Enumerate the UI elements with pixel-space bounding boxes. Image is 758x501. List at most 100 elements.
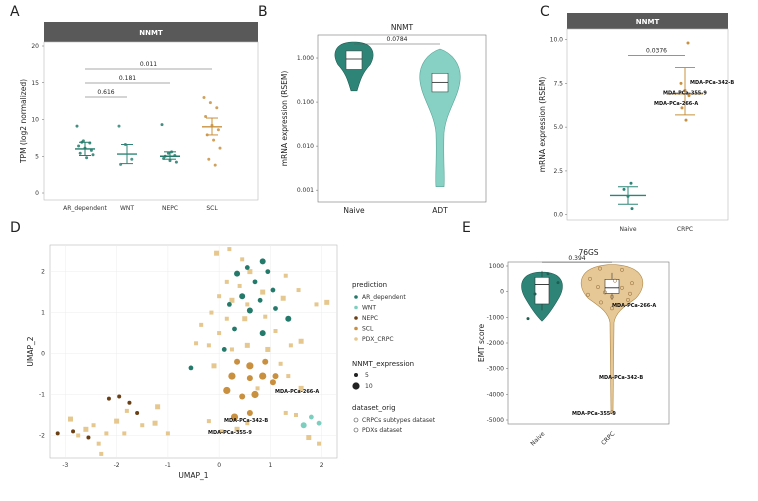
pdx-square-d — [124, 408, 129, 413]
pdx-square-d — [114, 418, 120, 424]
y-tick-label-a: 10 — [31, 117, 39, 124]
pdx-square-d — [165, 431, 170, 436]
data-point-e — [546, 272, 550, 276]
x-tick-label-a: NEPC — [162, 205, 178, 212]
x-tick-label-a: SCL — [206, 205, 218, 212]
violin-adt-b — [419, 48, 461, 187]
panel-label-b: B — [258, 4, 268, 20]
pdx-square-d — [288, 343, 293, 348]
x-tick-label-e: CRPC — [600, 430, 616, 446]
data-point-a — [166, 151, 170, 155]
data-point-d — [71, 429, 76, 434]
data-point-e — [610, 306, 614, 311]
strip-c — [567, 13, 728, 29]
data-point-d — [234, 358, 241, 365]
legend-marker-d — [354, 326, 358, 331]
pdx-square-d — [286, 374, 291, 379]
data-point-d — [270, 287, 276, 293]
data-point-e — [628, 291, 632, 296]
legend-size-marker-d — [352, 382, 360, 390]
data-point-e — [526, 317, 530, 321]
p-value-a: 0.011 — [140, 61, 157, 68]
p-value-b: 0.0784 — [387, 36, 408, 43]
pdx-square-d — [242, 316, 248, 322]
pdx-square-d — [229, 347, 234, 352]
data-point-a — [218, 146, 222, 150]
y-tick-label-e: -2000 — [487, 340, 505, 347]
legend-marker-d — [354, 316, 358, 320]
x-tick-label-d: -3 — [62, 462, 68, 469]
data-point-c — [686, 41, 690, 45]
point-annotation-e: MDA-PCa-342-B — [599, 375, 643, 381]
data-point-a — [160, 123, 164, 127]
data-point-d — [285, 315, 292, 322]
data-point-e — [556, 281, 560, 285]
pdx-square-d — [206, 343, 211, 348]
data-point-a — [75, 124, 79, 128]
pdx-square-d — [314, 302, 319, 307]
box-e — [534, 276, 550, 305]
data-point-e — [599, 300, 603, 305]
pdx-square-d — [206, 419, 211, 424]
data-point-d — [257, 297, 263, 303]
pdx-square-d — [255, 386, 260, 391]
data-point-a — [78, 151, 82, 155]
data-point-d — [265, 269, 271, 275]
y-axis-label-e: EMT score — [477, 323, 486, 362]
data-point-d — [234, 270, 241, 277]
pdx-square-d — [237, 283, 242, 288]
pdx-square-d — [245, 421, 250, 426]
pdx-square-d — [217, 294, 222, 299]
data-point-e — [626, 297, 630, 302]
x-tick-label-d: 0 — [217, 462, 221, 469]
y-tick-label-a: 15 — [31, 80, 39, 87]
data-point-e — [588, 276, 592, 281]
y-tick-label-e: -5000 — [487, 417, 505, 424]
pdx-square-d — [219, 429, 224, 434]
pdx-square-d — [214, 250, 220, 256]
data-point-d — [239, 393, 246, 400]
pdx-square-d — [234, 426, 240, 432]
x-tick-label-b: Naive — [343, 206, 365, 215]
y-tick-label-c: 2.5 — [553, 168, 563, 175]
data-point-d — [244, 265, 250, 270]
strip-title-c: NNMT — [636, 18, 660, 26]
pdx-square-d — [324, 299, 330, 305]
pdx-square-d — [140, 423, 145, 428]
data-point-a — [130, 157, 134, 161]
x-tick-label-d: -2 — [114, 462, 120, 469]
y-tick-label-d: 0 — [41, 351, 45, 358]
data-point-c — [684, 118, 688, 122]
data-point-e — [616, 303, 620, 307]
data-point-a — [89, 148, 93, 152]
data-point-a — [85, 156, 89, 160]
data-point-d — [246, 409, 253, 416]
data-point-c — [629, 181, 633, 185]
data-point-a — [213, 163, 217, 167]
data-point-d — [230, 413, 239, 421]
legend-shape-label-d: CRPCs subtypes dataset — [362, 417, 436, 424]
point-annotation-c: MDA-PCa-355-9 — [663, 91, 707, 97]
legend-label-d: PDX_CRPC — [362, 336, 394, 343]
data-point-d — [262, 358, 269, 365]
data-point-e — [598, 266, 602, 271]
pdx-square-d — [298, 338, 304, 344]
pdx-square-d — [224, 279, 229, 284]
data-point-a — [91, 153, 95, 157]
point-annotation-e: MDA-PCa-355-9 — [572, 411, 616, 417]
x-tick-label-d: 1 — [268, 462, 272, 469]
y-tick-label-d: -2 — [39, 432, 45, 439]
y-tick-label-b: 0.001 — [297, 187, 314, 194]
pdx-square-d — [244, 342, 250, 348]
chart-title-b: NNMT — [391, 23, 414, 32]
data-point-c — [679, 81, 683, 85]
data-point-e — [533, 292, 537, 296]
data-point-e — [620, 267, 624, 272]
pdx-square-d — [209, 310, 214, 315]
data-point-a — [202, 95, 206, 99]
y-tick-label-c: 10.0 — [550, 37, 564, 44]
pdx-square-d — [283, 273, 288, 278]
data-point-e — [586, 292, 590, 297]
data-point-e — [613, 278, 617, 283]
pdx-square-d — [91, 423, 96, 428]
